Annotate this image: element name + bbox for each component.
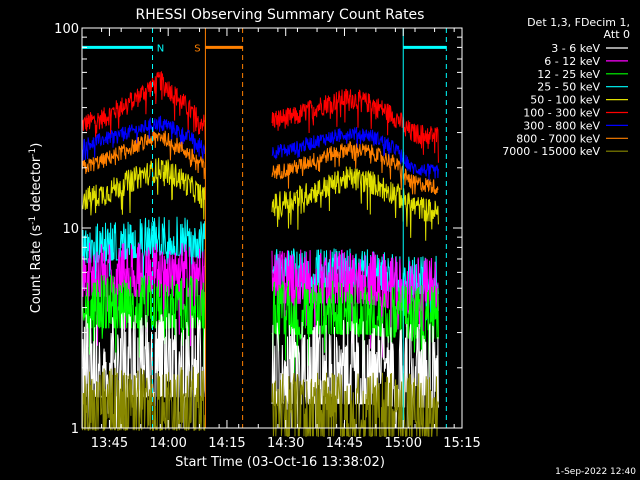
series-25-50-kev-segment-2 (271, 248, 439, 324)
y-label-superscript: -1 (28, 216, 38, 225)
series-3-6-kev-segment-2 (271, 320, 439, 428)
x-tick-label-14:15: 14:15 (208, 436, 245, 451)
x-tick-label-14:45: 14:45 (326, 436, 363, 451)
y-tick-label-1: 1 (71, 422, 79, 437)
y-label-superscript: -1 (28, 148, 38, 157)
series-800-7000-kev-segment-2 (271, 140, 439, 195)
legend-label-3-6-kev: 3 - 6 keV (551, 42, 600, 55)
generated-timestamp: 1-Sep-2022 12:40 (555, 467, 636, 477)
x-tick-label-15:00: 15:00 (385, 436, 422, 451)
series-50-100-kev-segment-1 (81, 157, 206, 220)
legend-label-300-800-kev: 300 - 800 keV (523, 119, 600, 132)
legend-label-6-12-kev: 6 - 12 keV (544, 55, 600, 68)
legend-label-12-25-kev: 12 - 25 keV (537, 68, 600, 81)
y-tick-label-10: 10 (62, 222, 79, 237)
annotation-night-label: N (157, 43, 164, 54)
legend-label-25-50-kev: 25 - 50 keV (537, 81, 600, 94)
series-7000-15000-kev-segment-1 (81, 366, 206, 431)
x-tick-label-15:15: 15:15 (443, 436, 480, 451)
y-axis-label: Count Rate (s-1 detector-1) (28, 143, 44, 314)
series-100-300-kev-segment-2 (271, 88, 439, 163)
annotation-saa-label: S (194, 43, 200, 54)
series-300-800-kev-segment-1 (81, 115, 206, 161)
legend-label-7000-15000-kev: 7000 - 15000 keV (502, 145, 600, 158)
x-axis-label: Start Time (03-Oct-16 13:38:02) (175, 455, 385, 470)
series-50-100-kev-segment-2 (271, 166, 439, 241)
legend-label-800-7000-kev: 800 - 7000 keV (516, 132, 600, 145)
series-12-25-kev-segment-1 (81, 274, 206, 370)
y-label-text: ) (29, 143, 44, 148)
series-25-50-kev-segment-1 (81, 216, 206, 291)
chart-title: RHESSI Observing Summary Count Rates (136, 7, 425, 23)
series-7000-15000-kev-segment-2 (271, 372, 439, 437)
series-100-300-kev-segment-1 (81, 71, 206, 141)
legend-header-line-1: Det 1,3, FDecim 1, (527, 16, 630, 29)
y-label-text: detector (29, 156, 44, 216)
legend-header-line-2: Att 0 (604, 28, 630, 41)
series-300-800-kev-segment-2 (271, 127, 439, 181)
y-label-text: Count Rate (s (29, 225, 44, 314)
x-tick-label-14:00: 14:00 (149, 436, 186, 451)
legend-label-100-300-kev: 100 - 300 keV (523, 107, 600, 120)
legend-label-50-100-kev: 50 - 100 keV (530, 94, 600, 107)
y-tick-label-100: 100 (54, 22, 79, 37)
series-800-7000-kev-segment-1 (81, 130, 206, 180)
x-tick-label-13:45: 13:45 (91, 436, 128, 451)
x-tick-label-14:30: 14:30 (267, 436, 304, 451)
